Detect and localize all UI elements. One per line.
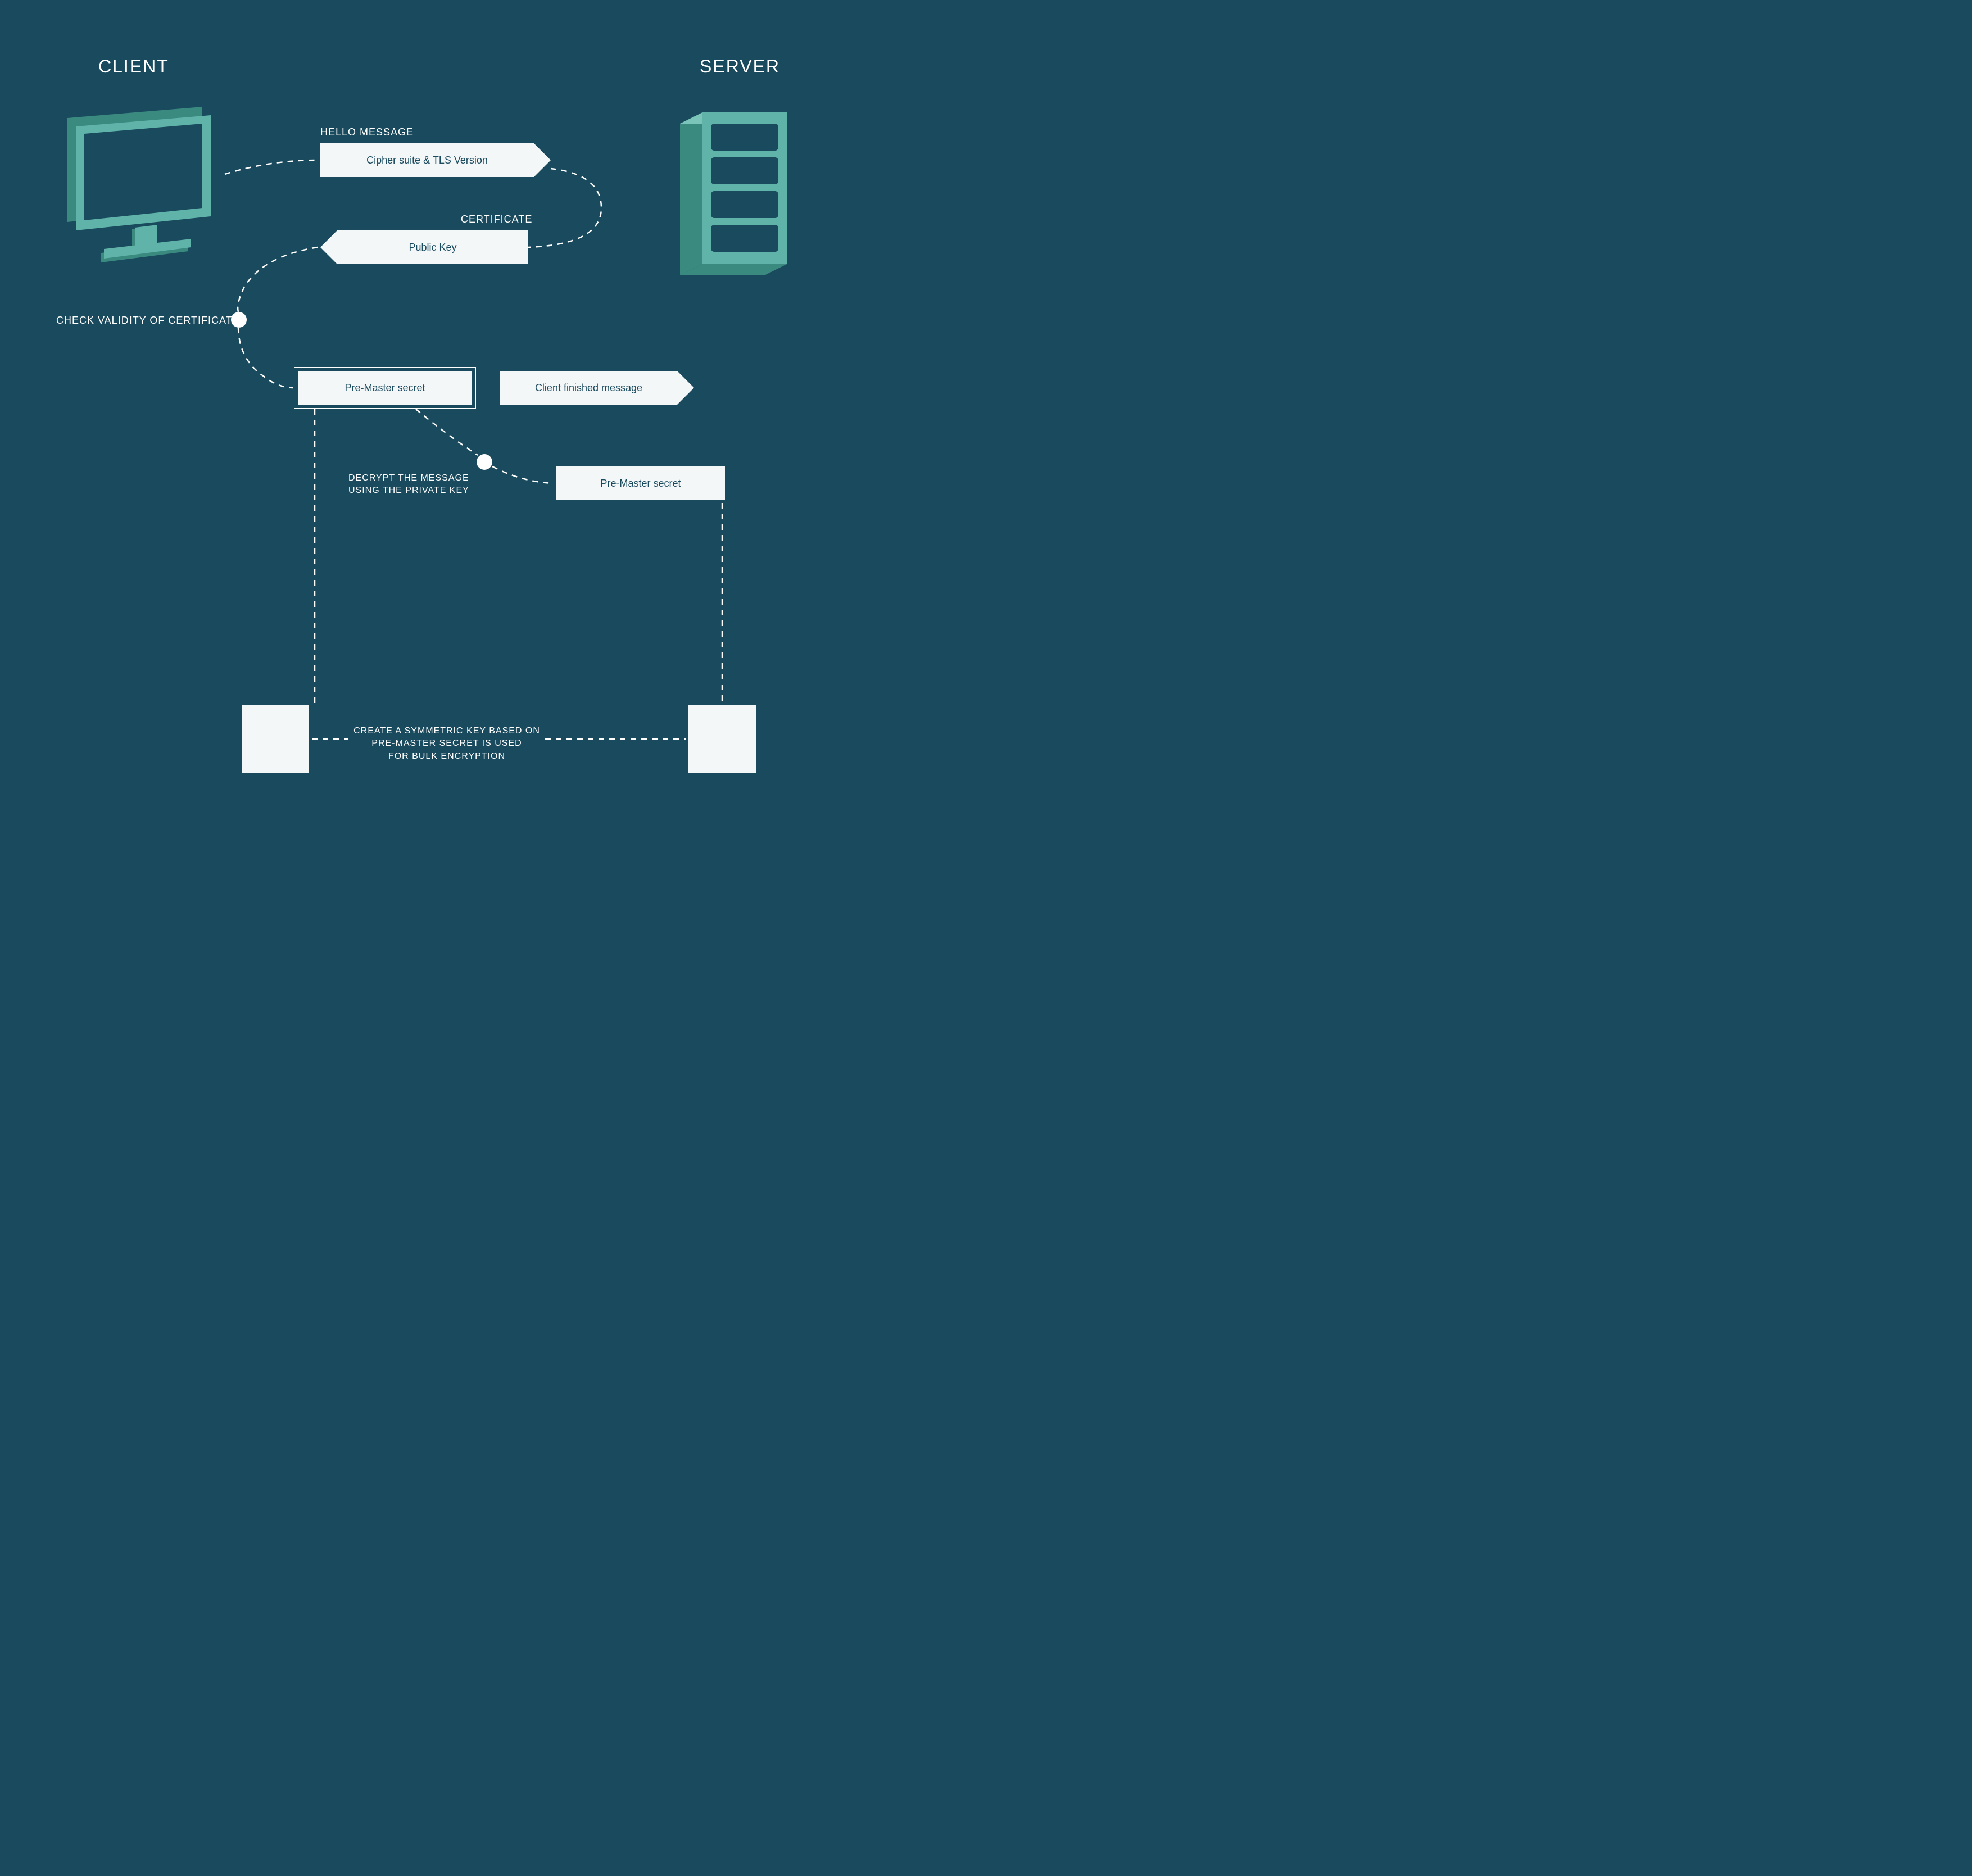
premaster-text-2: Pre-Master secret bbox=[600, 478, 681, 490]
premaster-box-1: Pre-Master secret bbox=[298, 371, 472, 405]
decrypt-line1: DECRYPT THE MESSAGE bbox=[348, 473, 469, 483]
client-monitor-icon bbox=[45, 101, 225, 270]
premaster-text-1: Pre-Master secret bbox=[344, 382, 425, 394]
client-finished-text: Client finished message bbox=[535, 382, 642, 394]
symmetric-line3: FOR BULK ENCRYPTION bbox=[388, 751, 505, 761]
symmetric-key-label: CREATE A SYMMETRIC KEY BASED ON PRE-MAST… bbox=[351, 725, 542, 763]
cipher-suite-text: Cipher suite & TLS Version bbox=[366, 155, 488, 166]
cipher-suite-box: Cipher suite & TLS Version bbox=[320, 143, 534, 177]
server-heading: SERVER bbox=[700, 56, 780, 77]
symmetric-line1: CREATE A SYMMETRIC KEY BASED ON bbox=[353, 726, 540, 736]
decrypt-line2: USING THE PRIVATE KEY bbox=[348, 486, 469, 495]
client-heading: CLIENT bbox=[98, 56, 169, 77]
public-key-box: Public Key bbox=[337, 230, 528, 264]
server-key-square bbox=[688, 705, 756, 773]
hello-message-label: HELLO MESSAGE bbox=[320, 126, 414, 138]
server-rack-icon bbox=[674, 101, 804, 287]
certificate-label: CERTIFICATE bbox=[461, 214, 532, 225]
premaster-box-2: Pre-Master secret bbox=[556, 466, 725, 500]
client-key-square bbox=[242, 705, 309, 773]
decrypt-dot bbox=[477, 454, 492, 470]
public-key-text: Public Key bbox=[409, 242, 456, 253]
decrypt-label: DECRYPT THE MESSAGE USING THE PRIVATE KE… bbox=[348, 472, 469, 497]
symmetric-line2: PRE-MASTER SECRET IS USED bbox=[371, 738, 522, 748]
validity-dot bbox=[231, 312, 247, 328]
client-finished-box: Client finished message bbox=[500, 371, 677, 405]
tls-handshake-diagram: CLIENT SERVER HELLO MESSAGE bbox=[0, 0, 865, 826]
check-validity-label: CHECK VALIDITY OF CERTIFICATE bbox=[56, 315, 240, 327]
